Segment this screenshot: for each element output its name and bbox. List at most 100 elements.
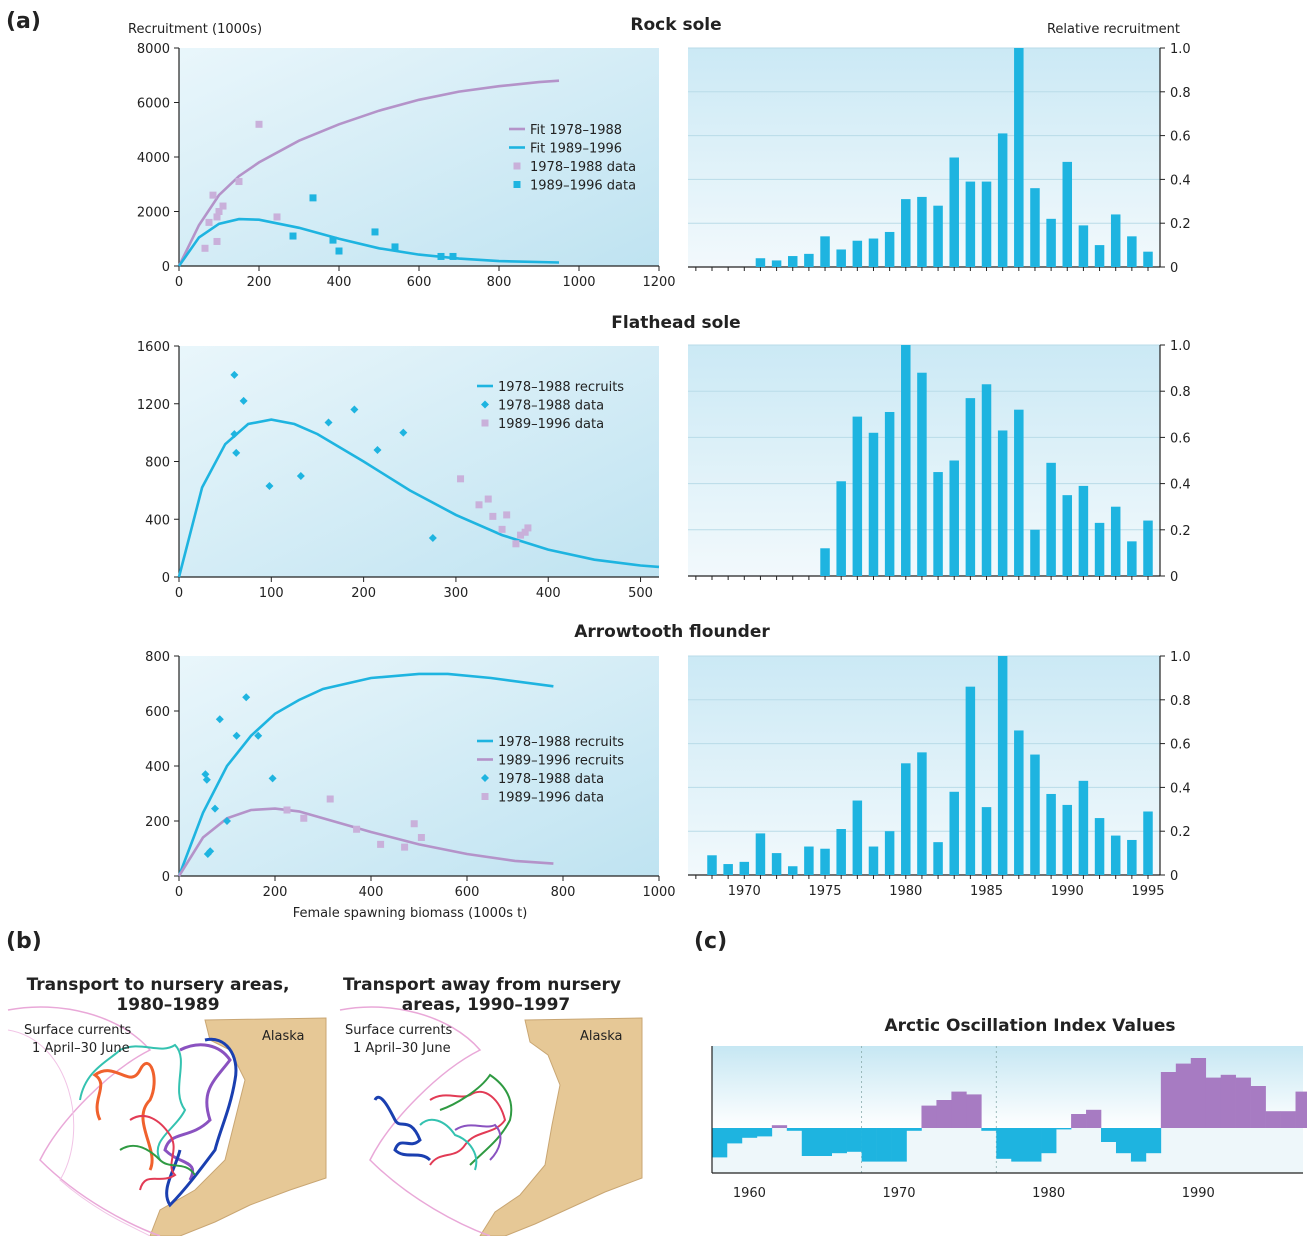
arrowtooth-scatter-x-tick-label: 400 xyxy=(359,885,384,900)
rock-sole-bars-bar xyxy=(917,196,927,267)
ao-bar-negative xyxy=(1101,1128,1117,1142)
ao-bar-negative xyxy=(981,1128,997,1131)
rock-sole-bars-bar xyxy=(949,157,959,267)
rock-sole-bars-bar xyxy=(901,199,911,267)
arrowtooth-scatter-legend-swatch xyxy=(481,774,489,782)
map-right-title-1: Transport away from nursery xyxy=(343,975,621,995)
rock-sole-title: Rock sole xyxy=(630,15,721,35)
arrowtooth-bars-bar xyxy=(804,846,814,875)
arrowtooth-bars-bar xyxy=(901,763,911,875)
ao-bar-negative xyxy=(996,1128,1012,1159)
flathead-bars-bar xyxy=(1014,409,1024,576)
rock-sole-scatter-data-point xyxy=(213,213,221,221)
rock-sole-bars-bar xyxy=(1062,161,1073,267)
flathead-sole-scatter-plot: 0 100 200 300 400 500 0 400 800 1200 1600 1978–1988… xyxy=(137,340,660,601)
flathead-bars-bar xyxy=(884,411,895,576)
flathead-scatter-data-point xyxy=(428,534,437,543)
map-right-track-purple xyxy=(454,1123,502,1161)
rock-sole-scatter-fit-line-1 xyxy=(177,217,560,267)
ao-bar-positive xyxy=(1071,1114,1087,1128)
flathead-scatter-x-tick-label: 300 xyxy=(444,586,469,601)
map-left-place-label: Alaska xyxy=(262,1029,305,1044)
flathead-bars-bar xyxy=(901,345,911,576)
arrowtooth-scatter-legend-label: 1978–1988 recruits xyxy=(498,735,624,750)
flathead-scatter-data-point xyxy=(521,528,529,536)
flathead-scatter-y-tick-label: 400 xyxy=(145,513,170,528)
map-left-subtitle-2: 1 April–30 June xyxy=(32,1041,130,1056)
rock-sole-scatter-x-tick-label: 1000 xyxy=(562,275,595,290)
rock-sole-scatter-data-point xyxy=(391,243,399,251)
map-left-track-green xyxy=(119,1144,196,1176)
rock-sole-scatter-data-point xyxy=(209,191,217,199)
rock-sole-scatter-x-tick-label: 1200 xyxy=(642,275,675,290)
rock-sole-scatter-legend-swatch xyxy=(513,181,521,188)
arrowtooth-scatter-x-tick-label: 200 xyxy=(263,885,288,900)
flathead-scatter-data-point xyxy=(399,428,408,437)
map-left: Transport to nursery areas, 1980–1989 Su… xyxy=(4,958,327,1236)
rock-sole-bars-bar xyxy=(1127,236,1137,267)
rock-sole-scatter-legend-label: Fit 1989–1996 xyxy=(530,142,622,157)
rock-sole-scatter-x-tick-label: 800 xyxy=(487,275,512,290)
rock-sole-bars-bar xyxy=(981,181,992,267)
rock-sole-scatter-y-tick-label: 6000 xyxy=(137,97,170,112)
rock-sole-scatter-data-point xyxy=(235,178,243,186)
rock-sole-scatter-x-tick-label: 400 xyxy=(327,275,352,290)
arrowtooth-bars-bar xyxy=(1030,754,1040,875)
arrowtooth-bars-y-tick-label: 0 xyxy=(1170,869,1178,884)
rock-sole-scatter-data-point xyxy=(329,236,337,244)
rock-sole-bars-y-tick-label: 0.8 xyxy=(1170,86,1191,101)
rock-sole-bars-bar xyxy=(868,238,879,267)
rock-sole-scatter-data-point xyxy=(215,208,223,215)
rock-sole-scatter-x-tick-label: 600 xyxy=(407,275,432,290)
arrowtooth-bars-bar xyxy=(949,791,959,875)
flathead-scatter-legend-swatch xyxy=(481,400,489,409)
arrowtooth-scatter-legend-swatch xyxy=(481,793,489,800)
ao-bar-negative xyxy=(1056,1128,1072,1130)
panel-label-a: (a) xyxy=(6,9,41,34)
ao-bar-negative xyxy=(831,1128,847,1154)
arrowtooth-bars-bar xyxy=(707,855,717,875)
map-left-shelf-line xyxy=(7,1006,161,1236)
flathead-scatter-legend-label: 1989–1996 data xyxy=(498,417,604,432)
ao-bar-positive xyxy=(1205,1077,1222,1128)
rock-sole-scatter-data-point xyxy=(437,252,445,260)
flathead-scatter-data-point xyxy=(265,482,274,491)
rock-sole-bars-bar xyxy=(997,133,1008,267)
ao-bar-positive xyxy=(921,1105,937,1128)
arrowtooth-bars-x-tick-label: 1995 xyxy=(1131,884,1164,899)
map-right-alaska-land xyxy=(479,1017,643,1236)
rock-sole-bars-bar xyxy=(1110,214,1121,267)
flathead-scatter-data-point xyxy=(524,524,532,532)
rock-sole-scatter-legend-label: Fit 1978–1988 xyxy=(530,123,622,138)
ao-bar-positive xyxy=(966,1094,982,1128)
ao-x-tick-label: 1960 xyxy=(733,1186,766,1201)
ao-bar-positive xyxy=(1295,1091,1307,1128)
rock-sole-scatter-data-point xyxy=(255,120,263,128)
rock-sole-bars-bar xyxy=(836,249,846,267)
rock-sole-scatter-plot: 0 200 400 600 800 1000 1200 0 2000 4000 6000 8000 Fi… xyxy=(137,42,676,290)
rock-sole-scatter-y-tick-label: 0 xyxy=(162,260,170,275)
flathead-bars-bar xyxy=(933,472,943,576)
ao-bar-positive xyxy=(1190,1058,1207,1128)
ao-bar-positive xyxy=(1086,1109,1102,1128)
flathead-scatter-data-point xyxy=(484,495,492,503)
rock-sole-scatter-data-point xyxy=(201,244,209,252)
arrowtooth-bar-chart: 0 0.2 0.4 0.6 0.8 1.0 1970 1975 1980 1985 1990 1995 xyxy=(688,650,1191,899)
rock-sole-bars-bar xyxy=(771,260,782,267)
ao-bar-negative xyxy=(741,1128,758,1138)
rock-sole-scatter-data-point xyxy=(219,202,227,210)
ao-bar-negative xyxy=(712,1128,728,1158)
rock-sole-bars-bar xyxy=(1078,225,1089,267)
rock-sole-bars-y-tick-label: 0.2 xyxy=(1170,217,1191,232)
rock-sole-bar-chart: 0 0.2 0.4 0.6 0.8 1.0 xyxy=(688,42,1191,276)
arrowtooth-bars-bar xyxy=(771,853,782,875)
flathead-scatter-y-tick-label: 800 xyxy=(145,456,170,471)
arrowtooth-scatter-x-tick-label: 1000 xyxy=(642,885,675,900)
ao-x-tick-label: 1980 xyxy=(1032,1186,1065,1201)
ao-bar-negative xyxy=(1115,1128,1132,1154)
rock-sole-scatter-data-point xyxy=(289,232,297,240)
arrowtooth-scatter-legend-label: 1989–1996 recruits xyxy=(498,754,624,769)
ao-bar-negative xyxy=(726,1128,743,1144)
arrowtooth-bars-y-tick-label: 0.6 xyxy=(1170,738,1191,753)
flathead-scatter-data-point xyxy=(489,512,497,520)
